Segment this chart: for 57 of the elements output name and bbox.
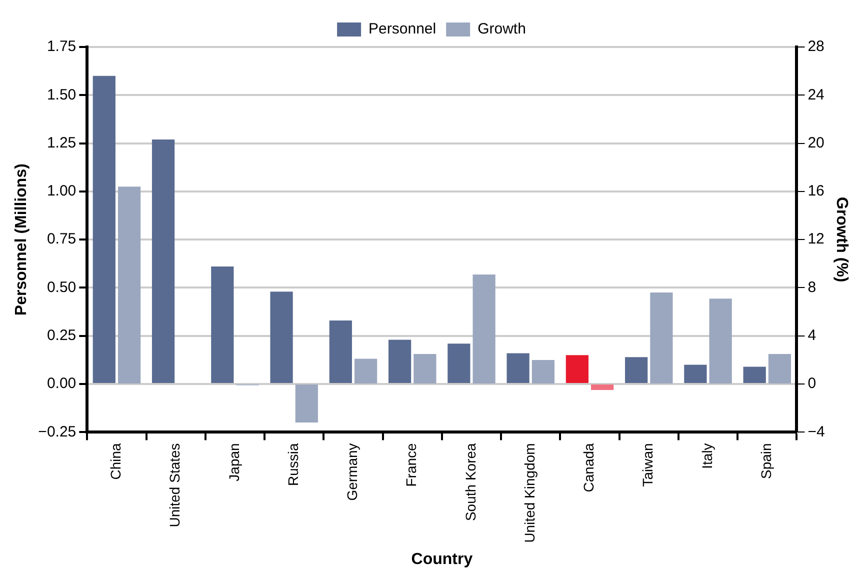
y-tick-label: 0.00 [46, 375, 76, 392]
bar [354, 358, 378, 384]
y2-tick-label: 0 [808, 375, 816, 392]
x-axis-title: Country [411, 550, 473, 568]
x-tick-label: United States [166, 443, 183, 528]
y2-tick-label: 4 [808, 327, 816, 344]
x-tick-label: Russia [284, 442, 301, 486]
y2-tick-label: 28 [808, 38, 824, 56]
x-tick-label: Taiwan [640, 443, 656, 487]
x-tick-label: China [108, 442, 124, 480]
x-tick-label: Germany [344, 443, 360, 501]
y2-tick-label: 20 [808, 134, 824, 152]
y2-tick-label: −4 [808, 423, 825, 440]
y2-tick-label: 12 [808, 230, 824, 248]
bar [414, 354, 436, 384]
bar [506, 353, 530, 384]
y-tick-label: 0.25 [46, 327, 76, 344]
bar [684, 364, 707, 384]
y2-tick-label: 16 [808, 182, 824, 200]
y-tick-label: −0.25 [38, 423, 76, 440]
x-tick-label: Japan [226, 443, 242, 482]
y2-tick-label: 24 [808, 86, 824, 104]
bar [211, 266, 234, 384]
y2-axis-title: Growth (%) [832, 196, 850, 282]
bar [448, 344, 470, 384]
bar [768, 354, 792, 384]
y-tick-label: 1.00 [46, 182, 76, 200]
bar [295, 384, 318, 423]
x-tick-label: France [403, 442, 420, 487]
bar [92, 76, 116, 384]
y-tick-label: 1.25 [46, 134, 76, 152]
y-tick-label: 0.75 [46, 230, 76, 248]
bar [270, 292, 293, 384]
x-tick-label: Canada [580, 442, 597, 492]
x-tick-label: Spain [758, 443, 774, 479]
x-tick-label: Italy [698, 443, 715, 469]
bar [388, 340, 412, 384]
bar [743, 366, 766, 384]
x-tick-label: South Korea [462, 442, 478, 522]
bar [152, 139, 175, 384]
bar [709, 298, 732, 384]
bar [566, 355, 588, 384]
legend-label: Growth [478, 20, 526, 38]
legend-label: Personnel [368, 20, 436, 38]
y-tick-label: 1.50 [46, 86, 76, 104]
y-tick-label: 0.50 [46, 278, 76, 296]
bar [591, 384, 614, 390]
bar [472, 274, 496, 384]
bar [650, 292, 673, 384]
y-axis-title: Personnel (Millions) [13, 164, 30, 316]
y-tick-label: 1.75 [46, 38, 76, 56]
bar [118, 186, 141, 384]
bar [329, 320, 352, 384]
bar [532, 360, 554, 384]
y2-tick-label: 8 [808, 278, 816, 296]
bar [625, 357, 648, 384]
x-tick-label: United Kingdom [521, 443, 538, 543]
